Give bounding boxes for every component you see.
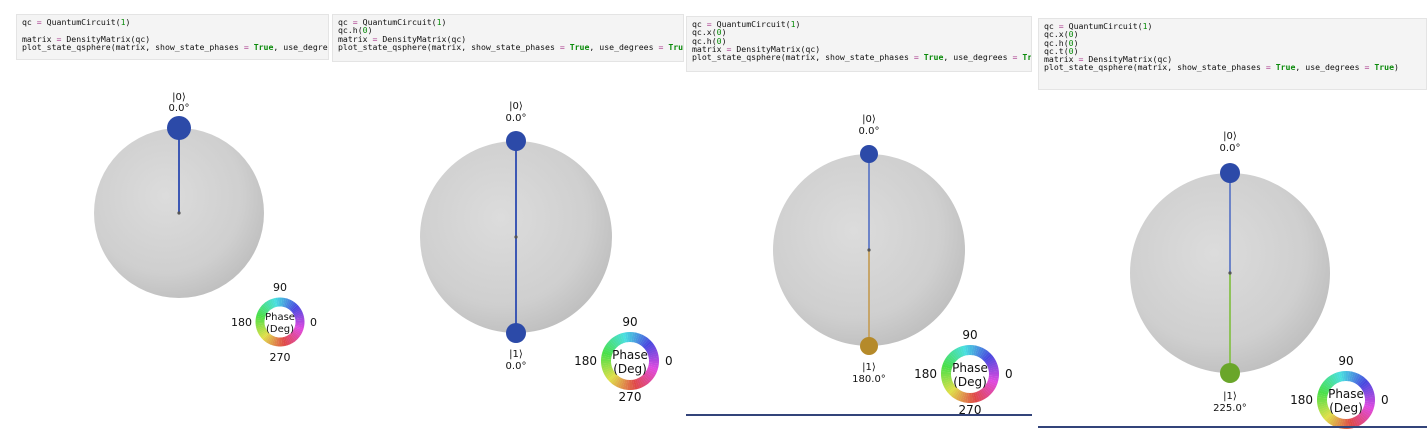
output-divider [686,414,1032,416]
state-0-ket: |0⟩ [509,101,523,112]
code-line: qc = QuantumCircuit(1) [22,17,131,27]
state-0-ket: |0⟩ [1223,131,1237,142]
wheel-label-0: 0 [1381,393,1389,407]
wheel-title-line2: (Deg) [613,362,647,376]
code-line: qc.x(0) [692,27,727,38]
qsphere-plot-1: |0⟩ 0.0° Phase (Deg) 90 180 0 270 [94,92,317,364]
state-1-phase: 225.0° [1213,403,1247,414]
phase-wheel-ring [1317,371,1375,429]
phase-wheel-ring [601,332,659,390]
state-1-dot [1220,363,1240,383]
code-line: qc.h(0) [1044,37,1079,48]
wheel-label-90: 90 [1338,354,1353,368]
wheel-label-180: 180 [574,354,597,368]
wheel-label-180: 180 [1290,393,1313,407]
state-1-dot [506,323,526,343]
qsphere-plot-2: |0⟩ 0.0° |1⟩ 0.0° Phase (Deg) 90 180 0 2… [420,101,673,404]
code-cell-4[interactable]: qc = QuantumCircuit(1) qc.x(0) qc.h(0) qc.t… [1038,18,1427,90]
state-0-ket: |0⟩ [862,114,876,125]
phase-wheel-ring [941,345,999,403]
state-1-dot [860,337,878,355]
state-1-ket: |1⟩ [862,362,876,373]
code-line: qc.x(0) [1044,29,1079,40]
phase-wheel: Phase (Deg) 90 180 0 270 [574,315,673,404]
state-0-dot [167,116,191,140]
wheel-label-180: 180 [231,316,252,329]
wheel-label-90: 90 [962,328,977,342]
state-1-phase: 180.0° [852,374,886,385]
qsphere-plot-3: |0⟩ 0.0° |1⟩ 180.0° Phase (Deg) 90 180 0… [773,114,1013,417]
wheel-label-90: 90 [273,281,287,294]
state-0-phase: 0.0° [169,103,190,114]
code-line: qc = QuantumCircuit(1) [338,17,447,27]
code-line: qc = QuantumCircuit(1) [1044,21,1153,31]
state-1-ket: |1⟩ [509,349,523,360]
wheel-title-line1: Phase [1328,387,1364,401]
wheel-title-line2: (Deg) [953,375,987,389]
qsphere-panel-4: qc = QuantumCircuit(1) qc.x(0) qc.h(0) qc.t… [1038,0,1427,447]
wheel-label-0: 0 [665,354,673,368]
code-line: matrix = DensityMatrix(qc) [1044,54,1173,65]
wheel-label-270: 270 [270,351,291,364]
wheel-label-180: 180 [914,367,937,381]
code-line: matrix = DensityMatrix(qc) [692,43,821,54]
state-0-dot [860,145,878,163]
qsphere-panel-1: qc = QuantumCircuit(1) matrix = DensityM… [0,0,330,447]
wheel-label-270: 270 [619,390,642,404]
wheel-label-90: 90 [622,315,637,329]
wheel-label-0: 0 [1005,367,1013,381]
sphere-center-dot [1228,271,1232,275]
code-line: qc.h(0) [692,35,727,46]
code-line: plot_state_qsphere(matrix, show_state_ph… [338,41,684,52]
code-line: plot_state_qsphere(matrix, show_state_ph… [22,41,328,52]
code-cell-3[interactable]: qc = QuantumCircuit(1) qc.x(0) qc.h(0) matr… [686,16,1032,72]
state-0-ket: |0⟩ [172,92,186,103]
sphere-center-dot [867,248,871,252]
qsphere-panel-3: qc = QuantumCircuit(1) qc.x(0) qc.h(0) matr… [686,0,1032,447]
wheel-title-line1: Phase [952,361,988,375]
state-1-ket: |1⟩ [1223,391,1237,402]
code-line: matrix = DensityMatrix(qc) [338,33,467,44]
code-line: plot_state_qsphere(matrix, show_state_ph… [692,52,1032,63]
output-divider [1038,426,1427,428]
sphere-center-dot [177,211,181,215]
state-0-dot [506,131,526,151]
phase-wheel-ring [255,297,305,347]
code-line: qc.h(0) [338,25,373,36]
qsphere-panel-2: qc = QuantumCircuit(1) qc.h(0) matrix = De… [332,0,684,447]
qsphere-plot-4: |0⟩ 0.0° |1⟩ 225.0° Phase (Deg) 90 180 0 [1130,131,1389,429]
state-0-phase: 0.0° [859,126,880,137]
sphere-center-dot [514,235,518,239]
phase-wheel: Phase (Deg) 90 180 0 270 [914,328,1013,417]
state-0-phase: 0.0° [506,113,527,124]
phase-wheel: Phase (Deg) 90 180 0 270 [231,281,317,364]
code-line: matrix = DensityMatrix(qc) [22,33,151,44]
code-line: qc = QuantumCircuit(1) [692,19,801,29]
wheel-title-line2: (Deg) [1329,401,1363,415]
code-cell-2[interactable]: qc = QuantumCircuit(1) qc.h(0) matrix = De… [332,14,684,62]
state-0-dot [1220,163,1240,183]
code-line: qc.t(0) [1044,45,1079,56]
wheel-label-0: 0 [310,316,317,329]
phase-wheel: Phase (Deg) 90 180 0 [1290,354,1389,429]
wheel-title-line1: Phase [612,348,648,362]
code-line: plot_state_qsphere(matrix, show_state_ph… [1044,62,1399,73]
wheel-label-270: 270 [959,403,982,417]
state-0-phase: 0.0° [1220,143,1241,154]
wheel-title-line2: (Deg) [266,324,294,335]
state-1-phase: 0.0° [506,361,527,372]
code-cell-1[interactable]: qc = QuantumCircuit(1) matrix = DensityM… [16,14,329,60]
wheel-title-line1: Phase [265,312,295,323]
